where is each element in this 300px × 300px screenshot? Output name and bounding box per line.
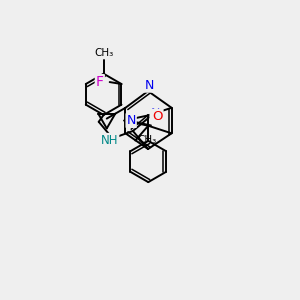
Text: N: N — [144, 79, 154, 92]
Text: N: N — [150, 107, 160, 120]
Text: CH₃: CH₃ — [137, 134, 157, 145]
Text: F: F — [96, 75, 104, 89]
Text: N: N — [127, 114, 136, 127]
Text: CH₃: CH₃ — [94, 48, 113, 58]
Text: NH: NH — [101, 134, 119, 147]
Text: O: O — [152, 110, 163, 123]
